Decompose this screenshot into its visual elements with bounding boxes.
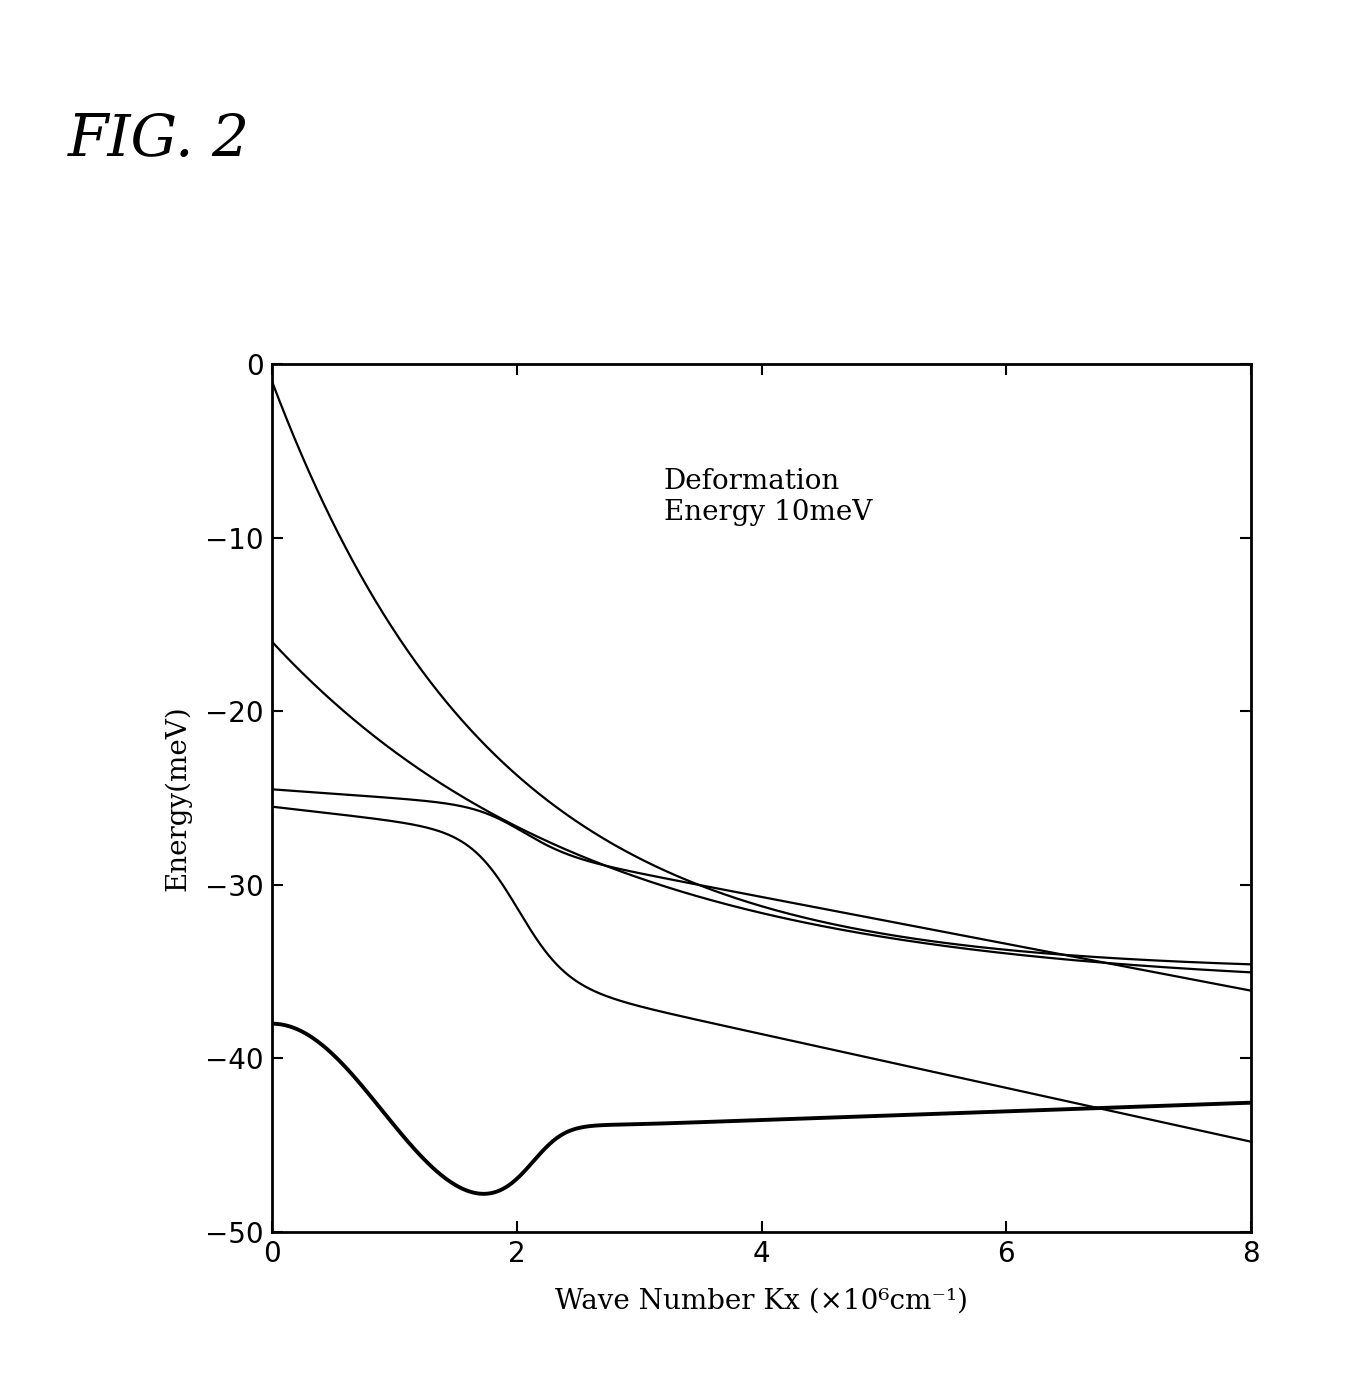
Text: FIG. 2: FIG. 2	[68, 112, 250, 168]
Y-axis label: Energy(meV): Energy(meV)	[163, 706, 190, 890]
Text: Deformation
Energy 10meV: Deformation Energy 10meV	[664, 468, 872, 526]
X-axis label: Wave Number Kx (×10⁶cm⁻¹): Wave Number Kx (×10⁶cm⁻¹)	[555, 1288, 968, 1315]
